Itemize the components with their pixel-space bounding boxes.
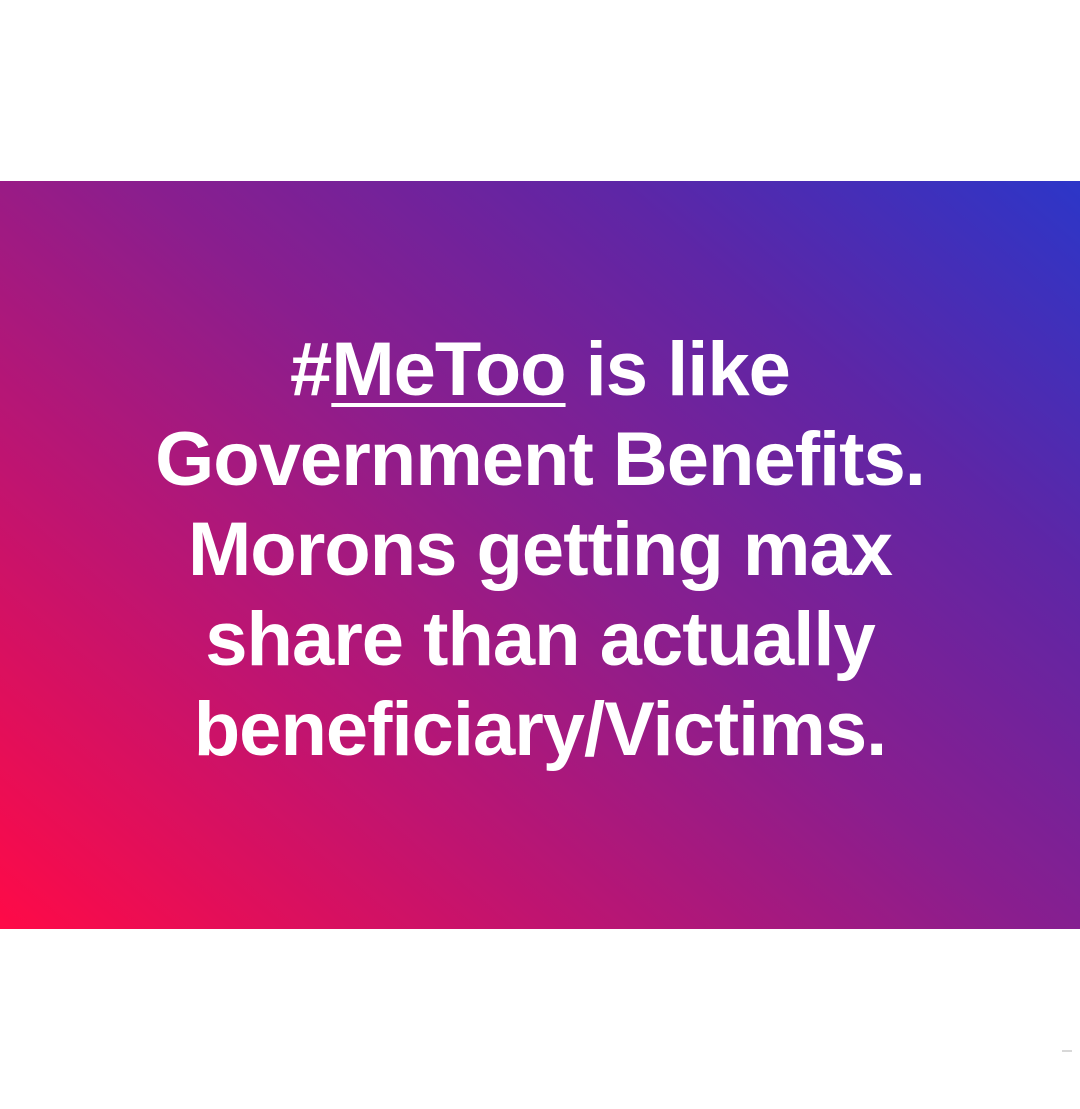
quote-line-4: share than actually bbox=[205, 597, 876, 682]
quote-line-3: Morons getting max bbox=[187, 507, 893, 592]
top-white-margin bbox=[0, 0, 1080, 181]
gradient-background-panel bbox=[0, 181, 1080, 929]
quote-line-1: #MeToo is like bbox=[0, 325, 1080, 415]
quote-line-2: Government Benefits. bbox=[155, 417, 926, 502]
corner-mark bbox=[1062, 1050, 1072, 1052]
hash-symbol: # bbox=[290, 327, 332, 412]
quote-line-1-rest: is like bbox=[565, 327, 791, 412]
bottom-white-margin bbox=[0, 929, 1080, 1109]
metoo-hashtag: MeToo bbox=[331, 327, 566, 412]
quote-text-block: #MeToo is like Government Benefits. Moro… bbox=[0, 325, 1080, 775]
quote-line-5: beneficiary/Victims. bbox=[193, 687, 888, 772]
